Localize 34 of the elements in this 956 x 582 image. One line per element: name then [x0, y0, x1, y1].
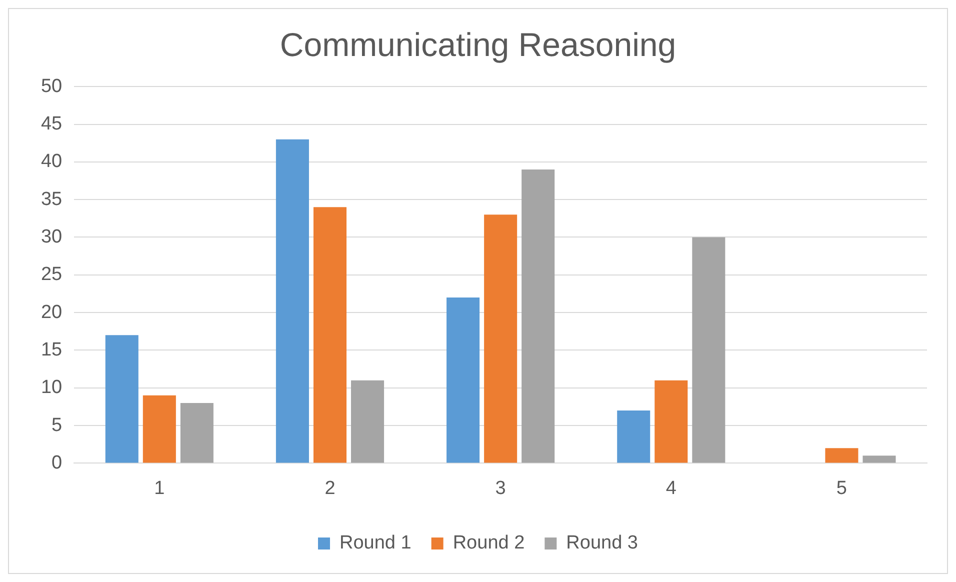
- bar: [351, 380, 384, 463]
- x-tick-label: 3: [495, 478, 506, 499]
- y-tick-label: 10: [40, 377, 62, 398]
- chart-title: Communicating Reasoning: [280, 26, 676, 63]
- x-tick-label: 5: [836, 478, 847, 499]
- y-tick-label: 0: [52, 452, 62, 474]
- y-tick-label: 40: [40, 151, 62, 172]
- bar: [484, 214, 518, 463]
- bar: [825, 448, 858, 463]
- y-tick-label: 5: [52, 414, 62, 436]
- bar: [180, 402, 214, 463]
- y-tick-label: 35: [40, 188, 62, 210]
- y-tick-label: 45: [40, 113, 62, 134]
- bar: [446, 297, 480, 463]
- y-tick-label: 30: [40, 226, 62, 248]
- bar: [105, 335, 138, 463]
- y-tick-label: 20: [40, 302, 62, 323]
- y-tick-label: 15: [40, 339, 62, 360]
- bar: [522, 169, 555, 463]
- y-tick-label: 25: [40, 264, 62, 286]
- bar: [692, 237, 726, 463]
- legend-label: Round 2: [452, 532, 525, 554]
- bar: [617, 410, 650, 463]
- bar: [276, 139, 309, 463]
- legend-label: Round 1: [340, 532, 412, 554]
- y-tick-label: 50: [40, 76, 62, 97]
- bar: [862, 456, 896, 463]
- x-tick-label: 1: [154, 478, 165, 499]
- legend-label: Round 3: [566, 532, 638, 554]
- bar: [142, 395, 176, 463]
- bar: [654, 380, 688, 463]
- x-tick-label: 4: [666, 478, 677, 499]
- x-tick-label: 2: [324, 478, 336, 499]
- bar: [313, 207, 347, 463]
